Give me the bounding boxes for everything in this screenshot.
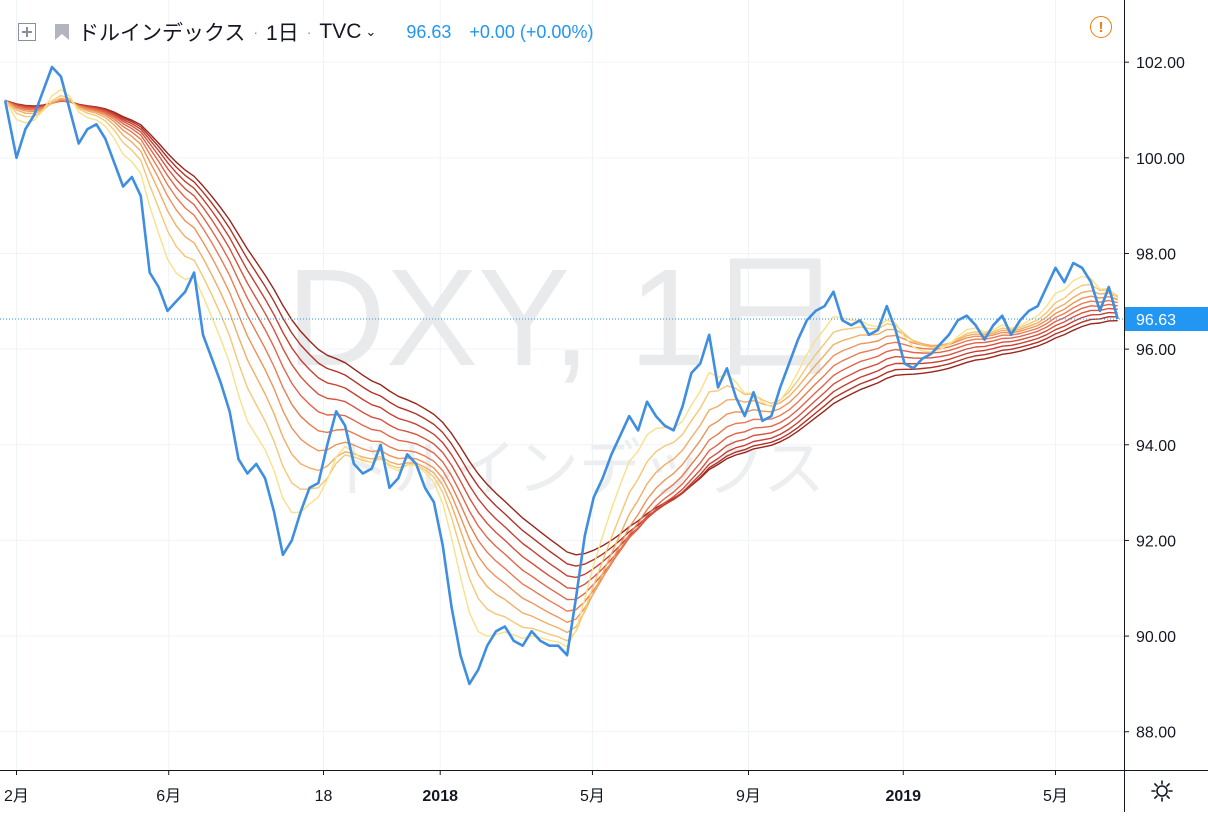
x-tick-label: 2月 [4, 788, 29, 805]
chevron-down-icon[interactable]: ⌄ [365, 24, 377, 39]
last-price-label-bg [1125, 307, 1208, 331]
ema-ribbon-line [4, 98, 1118, 623]
ema-ribbon-line [4, 99, 1118, 567]
exchange-label[interactable]: TVC [319, 20, 362, 43]
ema-ribbon-line [4, 94, 1119, 642]
x-tick-label: 2018 [422, 788, 458, 805]
flag-icon[interactable] [54, 23, 70, 41]
x-tick-label: 6月 [156, 788, 181, 805]
last-price-label-text: 96.63 [1136, 312, 1176, 329]
y-tick-label: 98.00 [1136, 246, 1176, 263]
ema-ribbon-line [4, 99, 1118, 590]
y-tick-label: 94.00 [1136, 438, 1176, 455]
separator-dot: · [306, 24, 312, 40]
y-tick-label: 92.00 [1136, 533, 1176, 550]
price-line [3, 65, 1119, 686]
ema-ribbon-line [4, 97, 1119, 634]
price-series [3, 65, 1119, 686]
gear-icon[interactable] [1150, 779, 1174, 803]
legend-change: +0.00 (+0.00%) [469, 21, 594, 42]
x-tick-label: 5月 [580, 788, 605, 805]
ema-ribbon [4, 88, 1119, 648]
y-tick-label: 88.00 [1136, 725, 1176, 742]
watermark-sub: ドルインデックス [331, 435, 825, 504]
grid-lines [0, 0, 1124, 770]
plus-box-icon[interactable] [18, 23, 36, 41]
x-tick-label: 2019 [885, 788, 921, 805]
separator-dot: · [253, 24, 259, 40]
y-tick-label: 90.00 [1136, 629, 1176, 646]
interval-label[interactable]: 1日 [266, 22, 299, 45]
y-tick-label: 100.00 [1136, 151, 1185, 168]
last-price-label: 96.63 [1125, 307, 1208, 331]
legend-last-value: 96.63 [406, 21, 452, 42]
x-tick-label: 9月 [736, 788, 761, 805]
y-tick-label: 102.00 [1136, 55, 1185, 72]
x-tick-label: 5月 [1043, 788, 1068, 805]
chart-legend: ドルインデックス · 1日 · TVC ⌄ 96.63 +0.00 (+0.00… [18, 16, 593, 48]
ema-ribbon-line [4, 99, 1118, 612]
ema-ribbon-line [4, 99, 1118, 556]
y-tick-label: 96.00 [1136, 342, 1176, 359]
x-tick-label: 18 [315, 788, 333, 805]
alert-circle-icon[interactable]: ! [1090, 16, 1112, 38]
symbol-name[interactable]: ドルインデックス [78, 22, 246, 45]
ema-ribbon-line [4, 99, 1118, 579]
watermark-main: DXY, 1日 [286, 241, 843, 395]
